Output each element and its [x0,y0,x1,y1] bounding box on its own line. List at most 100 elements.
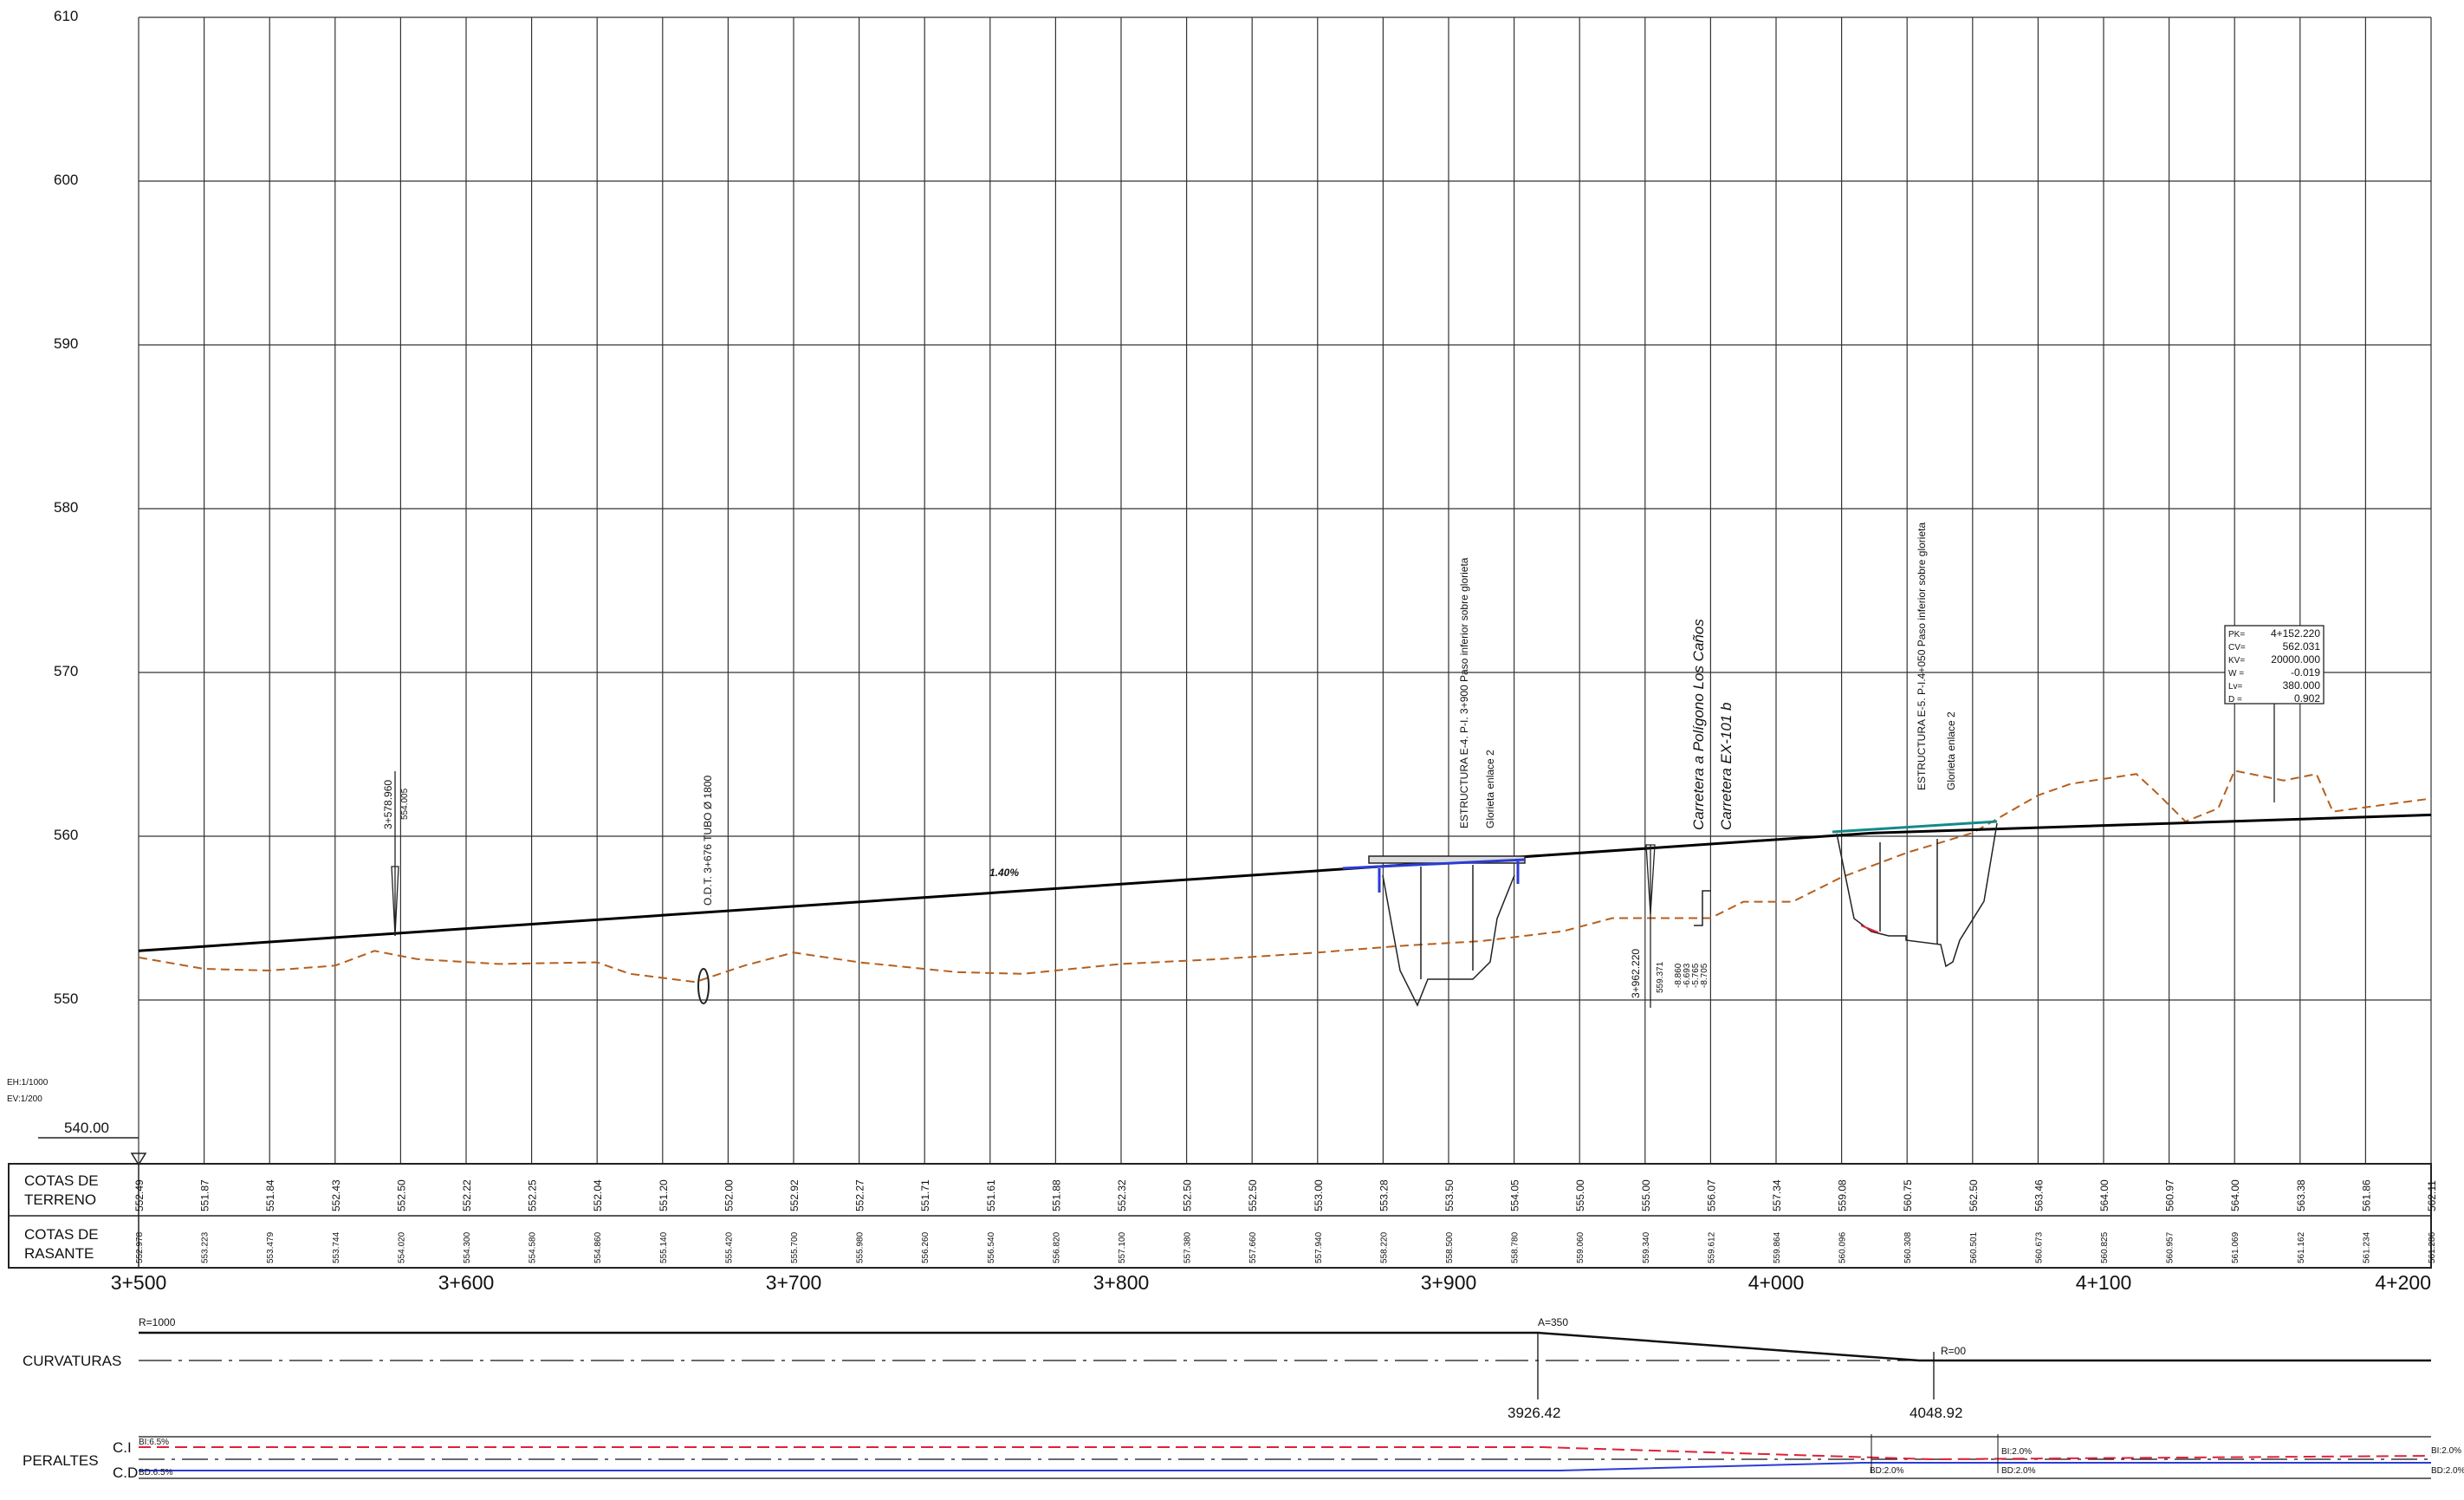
grade-value: 561.234 [2362,1231,2371,1263]
terrain-value: 551.84 [264,1179,276,1211]
grade-value: 560.673 [2034,1231,2044,1263]
superelevation-title: PERALTES [23,1452,99,1469]
kilometer-point-label: 3+500 [111,1271,167,1294]
crossing-value: -5.765 [1691,963,1701,988]
bi-right: BI:2.0% [2431,1446,2461,1456]
grade-value: 557.940 [1314,1231,1324,1263]
terrain-value: 562.50 [1968,1179,1980,1211]
vc-value: 562.031 [2283,640,2321,653]
terrain-value: 561.86 [2360,1179,2372,1211]
radius-1: R=1000 [139,1316,176,1328]
grade-line [138,813,2432,952]
kilometer-point-label: 3+600 [438,1271,495,1294]
grade-value: 559.612 [1707,1231,1716,1263]
odt-annotation: O.D.T. 3+676 TUBO Ø 1800 [702,775,714,906]
terrain-value: 552.49 [133,1179,146,1211]
horizontal-scale: EH:1/1000 [7,1078,49,1088]
grade-row-title: RASANTE [24,1245,94,1262]
grade-value: 560.501 [1969,1231,1979,1263]
terrain-value: 551.61 [985,1179,997,1211]
cd-label: C.D [113,1464,138,1481]
grade-value: 561.162 [2297,1231,2306,1263]
profile-lines [138,769,2432,984]
terrain-row-title: COTAS DE [24,1172,99,1189]
vc-key: CV= [2228,643,2246,653]
terrain-values: 552.49 551.87 551.84 552.43 552.50 552.22 552.… [133,1179,2438,1211]
terrain-value: 552.22 [461,1179,473,1211]
terrain-value: 556.07 [1705,1179,1717,1211]
terrain-value: 559.08 [1837,1179,1849,1211]
terrain-value: 552.50 [1247,1179,1259,1211]
road-name: Carretera a Polígono Los Caños [1690,619,1707,830]
terrain-value: 562.11 [2426,1180,2438,1211]
grade-value: 556.820 [1052,1231,1061,1263]
grade-value: 554.580 [528,1231,538,1263]
grade-value: 558.220 [1379,1231,1389,1263]
grade-value: 555.140 [659,1231,669,1263]
terrain-value: 553.28 [1378,1179,1390,1211]
terrain-value: 552.92 [788,1179,801,1211]
elevation-label: 600 [54,172,78,188]
grade-value: 556.260 [921,1231,930,1263]
grade-value: 557.380 [1183,1231,1193,1263]
terrain-value: 555.00 [1574,1179,1586,1211]
terrain-value: 551.88 [1050,1179,1062,1211]
elevation-table: COTAS DE TERRENO COTAS DE RASANTE 552.49… [8,1163,2438,1269]
grade-value: 561.069 [2231,1231,2240,1263]
radius-2: R=00 [1941,1345,1966,1357]
structure-e5-subtitle: Glorieta enlace 2 [1945,711,1957,790]
terrain-value: 551.20 [658,1179,670,1211]
datum-label: 540.00 [64,1120,109,1136]
grade-row-title: COTAS DE [24,1226,99,1243]
grade-value: 553.223 [201,1231,211,1263]
vc-value: 0.902 [2294,692,2320,705]
terrain-value: 564.00 [2098,1179,2111,1211]
bi-left: BI:6.5% [139,1438,169,1447]
terrain-value: 552.43 [330,1179,342,1211]
vc-value: 380.000 [2283,679,2321,692]
pk-marker: 3+578.960 [382,780,394,829]
grade-value: 561.286 [2428,1231,2437,1263]
grade-value: 557.100 [1118,1231,1127,1263]
grade-value: 558.780 [1511,1231,1521,1263]
grade-value: 554.860 [593,1231,603,1263]
grade-value: 553.479 [266,1231,276,1263]
elevation-label: 590 [54,335,78,352]
terrain-value: 552.04 [592,1179,604,1211]
vertical-curve-box: PK= CV= KV= W = Lv= D = 4+152.220 562.03… [2224,625,2325,802]
grade-value: 556.540 [987,1231,996,1263]
terrain-value: 563.46 [2033,1179,2045,1211]
odt-pipe-icon [697,968,710,1004]
elevation-label: 570 [54,663,78,679]
bd-right: BD:2.0% [2431,1466,2464,1476]
grade-value: 555.700 [790,1231,800,1263]
grade-value: 559.864 [1773,1231,1782,1263]
grade-value: 555.980 [856,1231,866,1263]
curve-station-2: 4048.92 [1910,1405,1962,1421]
crossing-value: -8.705 [1700,963,1709,988]
terrain-value: 552.00 [723,1179,735,1211]
vc-value: -0.019 [2291,666,2320,679]
grade-value: 555.420 [724,1231,734,1263]
bd-mid: BD:2.0% [2001,1466,2036,1476]
terrain-value: 552.50 [395,1179,407,1211]
terrain-value: 552.25 [527,1179,539,1211]
elevation-label: 580 [54,499,78,516]
vc-key: Lv= [2228,682,2243,692]
structure-e4-title: ESTRUCTURA E-4. P-I. 3+900 Paso inferior… [1458,557,1470,828]
superelevation-band: PERALTES C.I C.D BI:6.5% BD:6.5% BI:2.0%… [23,1434,2464,1481]
clothoid-parameter: A=350 [1538,1316,1568,1328]
bd-mid: BD:2.0% [1870,1466,1904,1476]
elevation-label: 550 [54,990,78,1007]
terrain-row-title: TERRENO [24,1192,96,1208]
vc-key: KV= [2228,656,2245,666]
vc-value: 20000.000 [2271,653,2320,666]
grade-value: 559.060 [1576,1231,1585,1263]
terrain-value: 551.71 [919,1179,931,1211]
grade-value: 560.825 [2100,1231,2110,1263]
vertical-scale: EV:1/200 [7,1094,42,1104]
terrain-value: 552.32 [1116,1179,1128,1211]
terrain-value: 555.00 [1640,1179,1652,1211]
elevation-label: 560 [54,827,78,843]
